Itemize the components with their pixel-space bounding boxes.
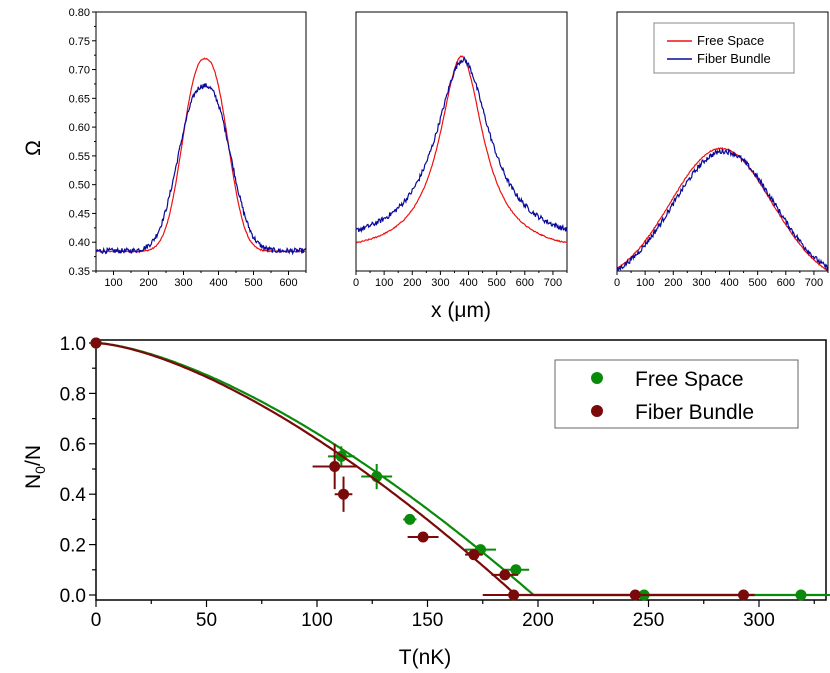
bottom-chart: 0 50 100 150 200 250 300 0.0 0.2 0.4 0.6 0.8 1.0 bbox=[60, 334, 830, 631]
x-tick-label: 300 bbox=[692, 277, 710, 289]
legend-label-free-space-bottom: Free Space bbox=[635, 368, 744, 391]
data-point bbox=[510, 564, 522, 576]
data-point bbox=[795, 589, 807, 601]
y-tick-label: 0.65 bbox=[69, 93, 90, 105]
y-axis-label-condensate-fraction: N0/N bbox=[22, 445, 48, 489]
y-tick-label: 1.0 bbox=[60, 334, 86, 355]
x-tick-label: 100 bbox=[375, 277, 393, 289]
y-tick-label: 0.80 bbox=[69, 7, 90, 19]
x-tick-label: 500 bbox=[244, 277, 262, 289]
data-point bbox=[499, 569, 511, 581]
plot-frame bbox=[95, 339, 827, 601]
x-tick-label: 100 bbox=[636, 277, 654, 289]
x-tick-label: 700 bbox=[805, 277, 823, 289]
x-tick-label: 700 bbox=[544, 277, 562, 289]
bottom-legend: Free Space Fiber Bundle bbox=[554, 359, 799, 429]
x-tick-label: 50 bbox=[196, 610, 217, 631]
y-label-n: N bbox=[22, 474, 45, 489]
x-tick-label: 200 bbox=[403, 277, 421, 289]
x-tick-label: 400 bbox=[209, 277, 227, 289]
y-tick-label: 0.70 bbox=[69, 65, 90, 77]
legend-marker-fiber-bundle bbox=[591, 405, 603, 417]
svg-text:N0/N: N0/N bbox=[22, 445, 48, 489]
x-axis-label-temperature: T(nK) bbox=[399, 646, 452, 669]
x-tick-label: 150 bbox=[412, 610, 444, 631]
x-tick-label: 100 bbox=[104, 277, 122, 289]
y-tick-label: 0.75 bbox=[69, 36, 90, 48]
x-axis-label-position: x (μm) bbox=[431, 299, 491, 322]
x-tick-label: 0 bbox=[91, 610, 102, 631]
y-axis-label-omega: Ω bbox=[22, 140, 45, 156]
series-fiber-bundle bbox=[355, 56, 568, 234]
y-tick-label: 0.55 bbox=[69, 151, 90, 163]
data-point bbox=[629, 589, 641, 601]
y-label-subscript: 0 bbox=[32, 466, 48, 474]
plot-frame bbox=[355, 11, 568, 272]
series-free-space bbox=[355, 55, 568, 244]
series-fiber-bundle bbox=[90, 337, 755, 601]
data-point bbox=[738, 589, 750, 601]
data-point bbox=[417, 531, 429, 543]
legend-label-fiber-bundle-bottom: Fiber Bundle bbox=[635, 401, 754, 424]
plot-frame bbox=[95, 11, 307, 272]
x-tick-label: 0 bbox=[353, 277, 359, 289]
y-label-tail: /N bbox=[22, 445, 45, 466]
data-point bbox=[404, 513, 416, 525]
y-tick-label: 0.35 bbox=[69, 266, 90, 278]
x-tick-label: 200 bbox=[664, 277, 682, 289]
x-tick-label: 0 bbox=[614, 277, 620, 289]
y-tick-label: 0.6 bbox=[60, 435, 86, 456]
x-tick-label: 200 bbox=[139, 277, 157, 289]
x-tick-label: 500 bbox=[748, 277, 766, 289]
x-tick-label: 600 bbox=[279, 277, 297, 289]
profile-panel-1: 100 200 300 400 500 600 0.35 0.40 0.45 0.50 0.55 0.… bbox=[69, 7, 307, 289]
y-tick-label: 0.60 bbox=[69, 122, 90, 134]
y-tick-label: 0.8 bbox=[60, 384, 86, 405]
top-panels: 100 200 300 400 500 600 0.35 0.40 0.45 0.50 0.55 0.… bbox=[69, 7, 829, 289]
x-tick-label: 400 bbox=[720, 277, 738, 289]
data-point bbox=[90, 337, 102, 349]
x-tick-label: 400 bbox=[459, 277, 477, 289]
data-point bbox=[338, 488, 350, 500]
y-tick-label: 0.50 bbox=[69, 180, 90, 192]
x-tick-label: 600 bbox=[516, 277, 534, 289]
y-tick-label: 0.45 bbox=[69, 208, 90, 220]
series-free-space bbox=[616, 147, 828, 271]
y-tick-label: 0.0 bbox=[60, 586, 86, 607]
data-point bbox=[468, 549, 480, 561]
legend-marker-free-space bbox=[591, 372, 603, 384]
x-tick-label: 300 bbox=[431, 277, 449, 289]
x-tick-label: 600 bbox=[777, 277, 795, 289]
x-tick-label: 200 bbox=[522, 610, 554, 631]
series-fiber-bundle bbox=[616, 147, 829, 272]
x-tick-label: 300 bbox=[743, 610, 775, 631]
profile-panel-3: 0 100 200 300 400 500 600 700 bbox=[614, 11, 829, 289]
legend-label-free-space: Free Space bbox=[697, 33, 764, 48]
plot-frame bbox=[616, 11, 829, 272]
fit-curve bbox=[95, 341, 755, 597]
profile-panel-2: 0 100 200 300 400 500 600 700 bbox=[353, 11, 568, 289]
legend-label-fiber-bundle: Fiber Bundle bbox=[697, 51, 771, 66]
y-tick-label: 0.40 bbox=[69, 237, 90, 249]
x-tick-label: 250 bbox=[633, 610, 665, 631]
x-tick-label: 100 bbox=[301, 610, 333, 631]
x-tick-label: 500 bbox=[487, 277, 505, 289]
data-point bbox=[329, 460, 341, 472]
data-point bbox=[508, 589, 520, 601]
x-tick-label: 300 bbox=[174, 277, 192, 289]
y-tick-label: 0.4 bbox=[60, 485, 87, 506]
y-tick-label: 0.2 bbox=[60, 536, 86, 557]
top-legend: Free Space Fiber Bundle bbox=[653, 22, 795, 74]
series-fiber-bundle bbox=[95, 83, 307, 256]
